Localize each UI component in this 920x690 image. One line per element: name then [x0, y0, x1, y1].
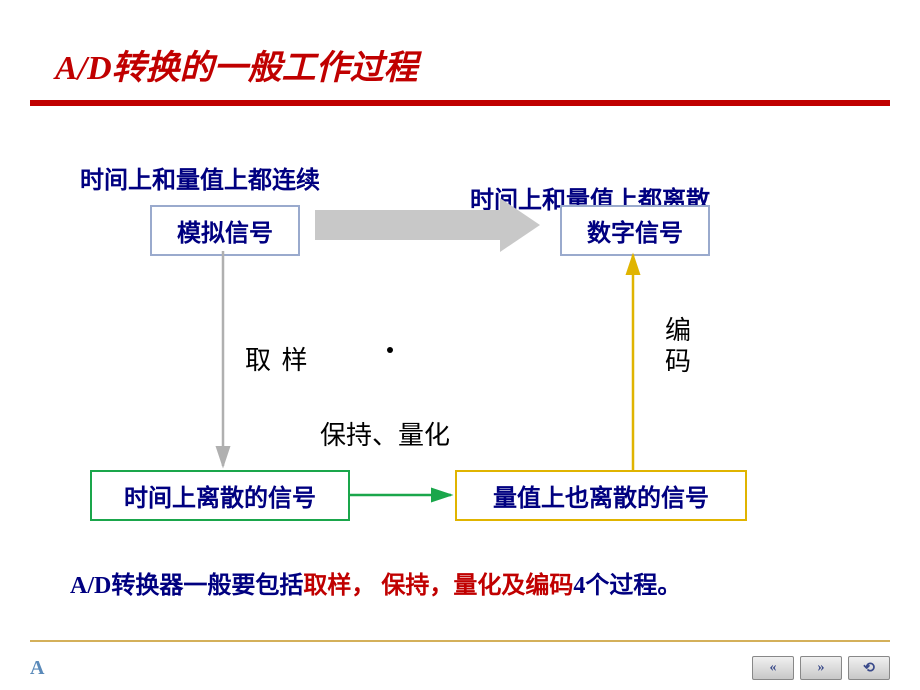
- box-value-discrete: 量值上也离散的信号: [455, 470, 747, 521]
- summary-line: A/D转换器一般要包括取样， 保持，量化及编码4个过程。: [70, 565, 681, 600]
- nav-controls: « » ⟲: [752, 656, 890, 680]
- label-sampling: 取 样: [245, 340, 310, 377]
- summary-suffix: 4个过程。: [573, 573, 681, 599]
- logo: A: [30, 657, 44, 680]
- center-dot: [387, 347, 393, 353]
- label-encode: 编码: [665, 315, 691, 377]
- label-hold-quantize: 保持、量化: [320, 415, 450, 452]
- box-analog-signal: 模拟信号: [150, 205, 300, 256]
- title-underline: [30, 100, 890, 106]
- box-time-discrete: 时间上离散的信号: [90, 470, 350, 521]
- summary-steps: 取样， 保持，量化及编码: [303, 573, 573, 599]
- summary-prefix: A/D转换器一般要包括: [70, 573, 303, 599]
- slide: A/D转换的一般工作过程 时间上和量值上都连续 时间上和量值上都离散 模拟信号 …: [0, 0, 920, 690]
- box-digital-signal: 数字信号: [560, 205, 710, 256]
- nav-next-button[interactable]: »: [800, 656, 842, 680]
- footer-rule: [30, 640, 890, 642]
- slide-title: A/D转换的一般工作过程: [55, 40, 418, 89]
- nav-back-button[interactable]: ⟲: [848, 656, 890, 680]
- nav-prev-button[interactable]: «: [752, 656, 794, 680]
- caption-continuous: 时间上和量值上都连续: [80, 160, 320, 195]
